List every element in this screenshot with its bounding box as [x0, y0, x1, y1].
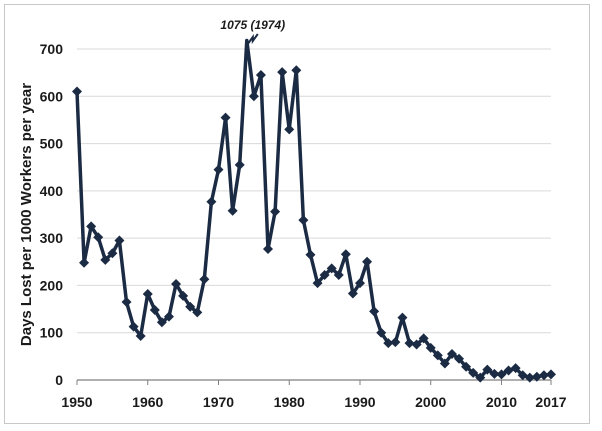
data-markers: [72, 65, 556, 383]
data-point: [354, 278, 365, 289]
data-point: [227, 205, 238, 216]
axes: [76, 379, 552, 385]
y-axis-label: Days Lost per 1000 Workers per year: [18, 83, 35, 346]
data-point: [510, 363, 521, 374]
data-point: [213, 164, 224, 175]
data-point: [206, 196, 217, 207]
data-point: [185, 301, 196, 312]
data-point: [397, 312, 408, 323]
data-point: [531, 371, 542, 382]
data-point: [333, 270, 344, 281]
data-point: [93, 232, 104, 243]
data-point: [156, 317, 167, 328]
y-tick-label: 600: [40, 88, 64, 104]
data-point: [425, 342, 436, 353]
data-point: [468, 367, 479, 378]
y-tick-label: 100: [40, 325, 64, 341]
data-point: [270, 206, 281, 217]
data-point: [376, 327, 387, 338]
y-tick-label: 700: [40, 41, 64, 57]
series-line: [75, 38, 552, 380]
data-point: [390, 337, 401, 348]
data-point: [411, 339, 422, 350]
data-point: [192, 307, 203, 318]
x-tick-label: 2017: [535, 394, 566, 410]
y-tick-label: 200: [40, 277, 64, 293]
data-series: [75, 38, 552, 380]
data-point: [248, 91, 259, 102]
data-point: [369, 306, 380, 317]
x-tick-label: 1980: [274, 394, 305, 410]
data-point: [199, 274, 210, 285]
x-tick-label: 2000: [415, 394, 446, 410]
data-point: [100, 254, 111, 265]
x-tick-label: 1990: [344, 394, 375, 410]
y-tick-label: 400: [40, 183, 64, 199]
data-point: [446, 348, 457, 359]
data-point: [107, 248, 118, 259]
data-point: [255, 70, 266, 81]
data-point: [263, 244, 274, 255]
data-point: [135, 331, 146, 342]
data-point: [496, 369, 507, 380]
data-point: [347, 288, 358, 299]
data-point: [220, 112, 231, 123]
y-tick-label: 300: [40, 230, 64, 246]
peak-annotation: 1075 (1974): [220, 18, 285, 32]
data-point: [340, 249, 351, 260]
x-tick-label: 1970: [203, 394, 234, 410]
data-point: [432, 350, 443, 361]
data-point: [298, 215, 309, 226]
data-point: [234, 159, 245, 170]
data-point: [538, 370, 549, 381]
data-point: [461, 361, 472, 372]
data-point: [79, 257, 90, 268]
data-point: [121, 296, 132, 307]
data-point: [178, 290, 189, 301]
x-tick-label: 1960: [132, 394, 163, 410]
data-point: [418, 333, 429, 344]
x-tick-label: 2010: [486, 394, 517, 410]
data-point: [171, 279, 182, 290]
data-point: [439, 358, 450, 369]
data-point: [546, 369, 556, 380]
data-point: [86, 221, 97, 232]
data-point: [319, 270, 330, 281]
data-point: [362, 256, 373, 267]
x-tick-label: 1950: [61, 394, 92, 410]
data-point: [475, 372, 486, 383]
y-tick-label: 500: [40, 136, 64, 152]
data-point: [326, 263, 337, 274]
gridlines: [77, 48, 551, 334]
data-point: [454, 353, 465, 364]
data-point: [312, 278, 323, 289]
data-point: [524, 372, 535, 383]
data-point: [142, 288, 153, 299]
data-point: [404, 338, 415, 349]
data-point: [383, 338, 394, 349]
data-point: [114, 235, 125, 246]
data-point: [291, 65, 302, 76]
data-point: [482, 364, 493, 375]
data-point: [489, 368, 500, 379]
data-point: [128, 321, 139, 332]
data-point: [277, 67, 288, 78]
data-point: [163, 311, 174, 322]
y-tick-label: 0: [55, 372, 63, 388]
tick-labels: 0 100 200 300 400 500 600 700 1950 1960 1970 1980 19…: [40, 41, 567, 410]
data-point: [305, 249, 316, 260]
data-point: [149, 305, 160, 316]
data-point: [284, 124, 295, 135]
data-point: [72, 86, 82, 97]
annotation: 1075 (1974): [220, 18, 285, 45]
axis-break-icon: [246, 33, 259, 45]
